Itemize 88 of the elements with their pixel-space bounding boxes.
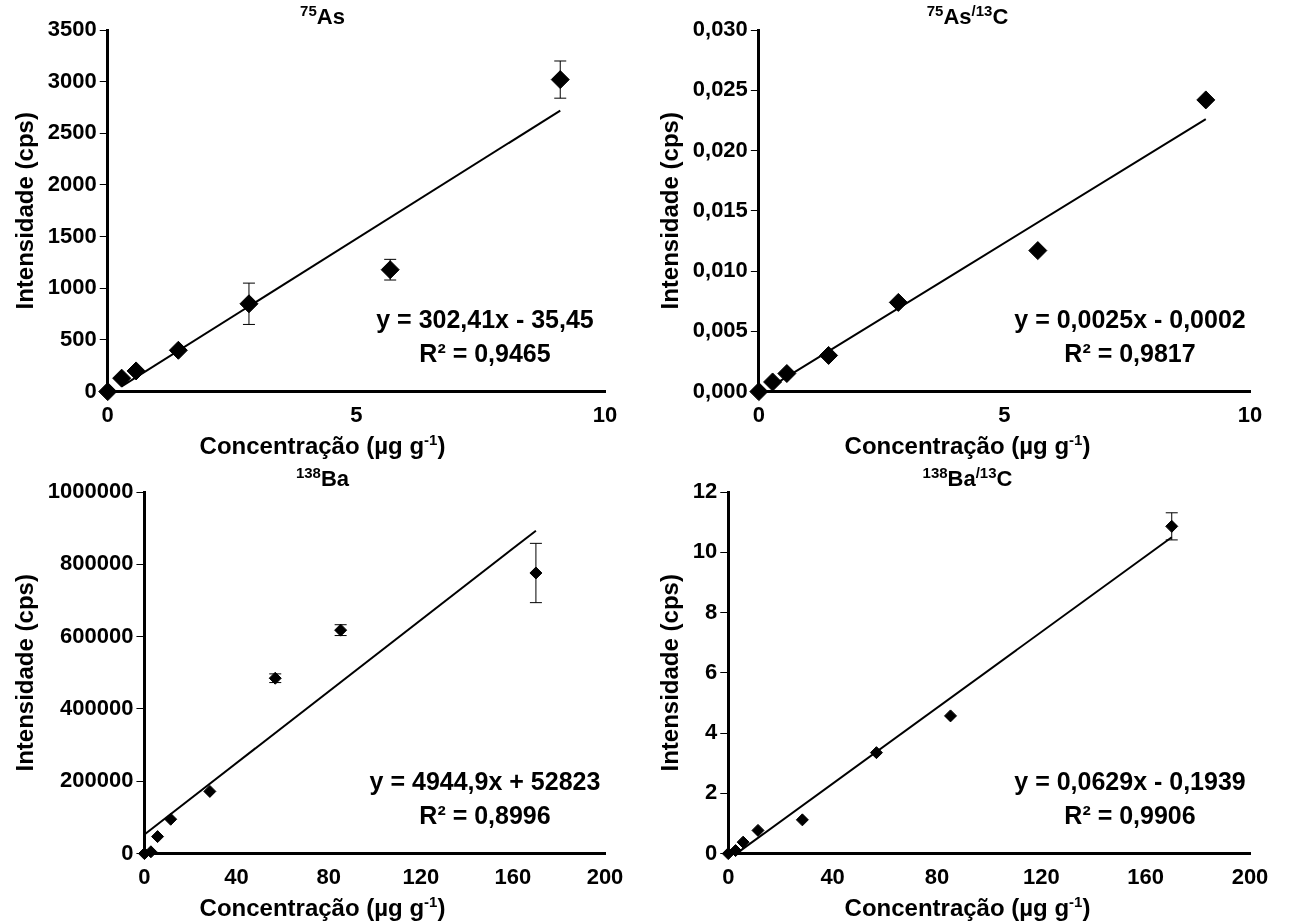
y-tick-label: 0,005	[692, 317, 748, 343]
point	[751, 823, 765, 837]
x-tick-label: 5	[998, 401, 1011, 427]
x-tick-label: 0	[138, 863, 151, 889]
y-tick-label: 3500	[47, 16, 97, 42]
point	[777, 364, 797, 384]
y-tick-label: 0,025	[692, 76, 748, 102]
annotation: R² = 0,9465	[419, 339, 551, 368]
y-tick-label: 0,020	[692, 136, 748, 162]
annotation: R² = 0,9906	[1064, 801, 1196, 830]
y-tick-label: 0	[705, 839, 718, 865]
y-tick-label: 8	[705, 598, 718, 624]
point	[126, 361, 146, 381]
y-tick-label: 800000	[60, 550, 134, 576]
y-axis-title: Intensidade (cps)	[656, 574, 684, 772]
annotation: y = 302,41x - 35,45	[376, 305, 594, 334]
x-axis-title: Concentração (µg g$^{-1}$)	[198, 893, 447, 922]
point	[729, 844, 743, 858]
point	[550, 70, 570, 90]
y-tick-label: 0,010	[692, 257, 748, 283]
point	[151, 830, 165, 844]
x-tick-label: 200	[586, 863, 624, 889]
y-axis-title: Intensidade (cps)	[11, 112, 39, 310]
y-tick-label: 0,000	[692, 377, 748, 403]
point	[763, 372, 783, 392]
y-axis-title: Intensidade (cps)	[656, 112, 684, 310]
annotation: y = 4944,9x + 52823	[369, 767, 601, 796]
point	[721, 847, 735, 861]
y-tick-label: 200000	[60, 767, 134, 793]
annotation: R² = 0,9817	[1064, 339, 1196, 368]
x-tick-label: 40	[224, 863, 249, 889]
y-tick-label: 10	[692, 538, 718, 564]
point	[944, 709, 958, 723]
point	[203, 784, 217, 798]
y-tick-label: 500	[60, 326, 97, 352]
y-axis-title: Intensidade (cps)	[11, 574, 39, 772]
y-tick-label: 2000	[47, 171, 97, 197]
y-tick-label: 0,030	[692, 16, 748, 42]
point	[164, 812, 178, 826]
x-tick-label: 120	[402, 863, 440, 889]
y-tick-label: 1500	[47, 222, 97, 248]
point	[98, 382, 118, 402]
y-tick-label: 1000	[47, 274, 97, 300]
y-tick-label: 2	[705, 779, 718, 805]
x-axis-title: Concentração (µg g$^{-1}$)	[198, 431, 447, 460]
point	[144, 845, 158, 859]
x-tick-label: 40	[820, 863, 845, 889]
x-tick-label: 160	[1127, 863, 1165, 889]
point	[736, 835, 750, 849]
point	[1196, 90, 1216, 110]
x-tick-label: 0	[752, 401, 765, 427]
x-tick-label: 200	[1231, 863, 1269, 889]
y-tick-label: 12	[692, 478, 718, 504]
y-tick-label: 600000	[60, 622, 134, 648]
chart-title: $^{75}$As$^{/13}$C	[926, 2, 1009, 30]
point	[168, 340, 188, 360]
point	[1028, 241, 1048, 261]
x-axis-title: Concentração (µg g$^{-1}$)	[843, 893, 1092, 922]
y-tick-label: 400000	[60, 695, 134, 721]
y-tick-label: 0,015	[692, 196, 748, 222]
x-tick-label: 10	[592, 401, 618, 427]
x-tick-label: 5	[350, 401, 363, 427]
x-tick-label: 80	[924, 863, 950, 889]
y-tick-label: 0	[121, 839, 134, 865]
point	[112, 368, 132, 388]
point	[888, 292, 908, 312]
chart-title: $^{138}$Ba$^{/13}$C	[922, 464, 1013, 492]
x-tick-label: 160	[494, 863, 532, 889]
y-tick-label: 2500	[47, 119, 97, 145]
chart-title: $^{75}$As	[300, 2, 345, 30]
x-tick-label: 10	[1237, 401, 1263, 427]
point	[749, 382, 769, 402]
chart-title: $^{138}$Ba	[295, 464, 350, 492]
annotation: y = 0,0025x - 0,0002	[1014, 305, 1246, 334]
point	[795, 813, 809, 827]
y-tick-label: 1000000	[47, 478, 134, 504]
annotation: R² = 0,8996	[419, 801, 551, 830]
annotation: y = 0,0629x - 0,1939	[1014, 767, 1246, 796]
y-tick-label: 6	[705, 658, 718, 684]
y-tick-label: 0	[84, 377, 97, 403]
point	[869, 746, 883, 760]
x-tick-label: 120	[1022, 863, 1060, 889]
point	[819, 345, 839, 365]
y-tick-label: 4	[705, 719, 719, 745]
x-tick-label: 80	[316, 863, 341, 889]
x-axis-title: Concentração (µg g$^{-1}$)	[843, 431, 1092, 460]
y-tick-label: 3000	[47, 67, 97, 93]
point	[1165, 519, 1179, 533]
